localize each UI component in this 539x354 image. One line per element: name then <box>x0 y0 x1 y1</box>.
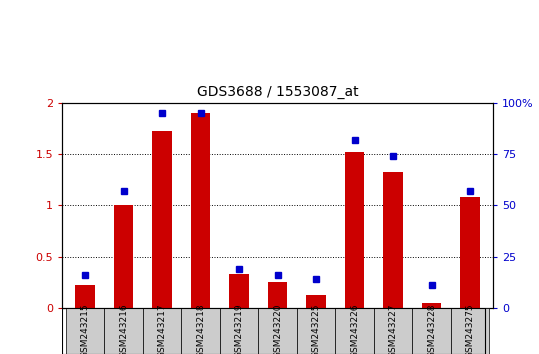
Text: GSM243228: GSM243228 <box>427 304 436 354</box>
Text: GSM243226: GSM243226 <box>350 304 359 354</box>
Text: GSM243217: GSM243217 <box>157 304 167 354</box>
Bar <box>460 197 480 308</box>
Title: GDS3688 / 1553087_at: GDS3688 / 1553087_at <box>197 85 358 99</box>
Bar <box>268 282 287 308</box>
Bar <box>335 308 374 354</box>
Text: GSM243227: GSM243227 <box>389 304 398 354</box>
Text: GSM243216: GSM243216 <box>119 304 128 354</box>
Bar <box>143 308 181 354</box>
Bar <box>220 308 258 354</box>
Text: GSM243225: GSM243225 <box>312 304 321 354</box>
Bar <box>153 131 172 308</box>
Bar <box>230 274 248 308</box>
Bar <box>451 308 489 354</box>
Bar <box>114 205 133 308</box>
Bar <box>75 285 95 308</box>
Bar <box>181 308 220 354</box>
Bar <box>297 308 335 354</box>
Bar <box>307 295 326 308</box>
Bar <box>383 172 403 308</box>
Bar <box>66 308 105 354</box>
Bar <box>412 308 451 354</box>
Bar <box>345 152 364 308</box>
Bar <box>258 308 297 354</box>
Text: GSM243219: GSM243219 <box>234 304 244 354</box>
Bar <box>374 308 412 354</box>
Text: GSM243218: GSM243218 <box>196 304 205 354</box>
Text: GSM243275: GSM243275 <box>466 304 474 354</box>
Text: GSM243220: GSM243220 <box>273 304 282 354</box>
Bar <box>105 308 143 354</box>
Bar <box>191 113 210 308</box>
Text: GSM243215: GSM243215 <box>81 304 89 354</box>
Bar <box>422 303 441 308</box>
